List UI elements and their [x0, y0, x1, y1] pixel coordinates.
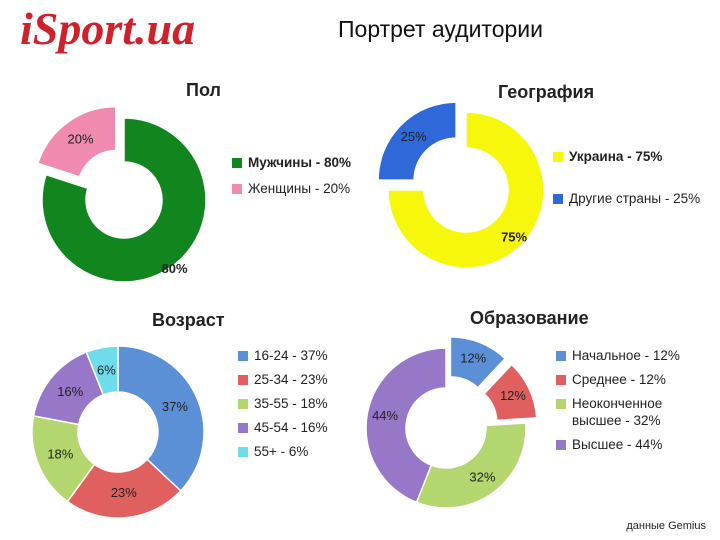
- slice-1-1: [377, 101, 457, 181]
- legend-label: Среднее - 12%: [572, 372, 666, 387]
- legend-swatch: [553, 194, 563, 204]
- chart-title-geography: География: [498, 82, 595, 102]
- slice-label-2-3: 16%: [57, 384, 83, 399]
- slice-2-1: [66, 458, 182, 519]
- legend-item: Другие страны - 25%: [553, 190, 718, 207]
- legend-item: Высшее - 44%: [556, 436, 711, 453]
- legend-label: 25-34 - 23%: [254, 372, 328, 387]
- legend-swatch: [553, 152, 563, 162]
- legend-item: Женщины - 20%: [232, 180, 372, 197]
- legend-swatch: [232, 184, 242, 194]
- legend-label: Высшее - 44%: [572, 437, 663, 452]
- slice-label-2-2: 18%: [47, 446, 73, 461]
- chart-title-age: Возраст: [152, 310, 225, 330]
- legend-swatch: [232, 158, 242, 168]
- legend-swatch: [238, 447, 248, 457]
- legend-item: 25-34 - 23%: [238, 371, 368, 388]
- legend-gender: Мужчины - 80% Женщины - 20%: [232, 154, 372, 206]
- legend-item: Украина - 75%: [553, 148, 718, 165]
- legend-item: Среднее - 12%: [556, 371, 711, 388]
- legend-item: 35-55 - 18%: [238, 395, 368, 412]
- donut-1: 75% 25%: [377, 101, 545, 269]
- donut-3: 12% 12% 32% 44%: [365, 336, 538, 509]
- slice-label-2-0: 37%: [162, 399, 188, 414]
- page-title: Портрет аудитории: [338, 16, 543, 42]
- legend-swatch: [556, 351, 566, 361]
- legend-label: 16-24 - 37%: [254, 348, 328, 363]
- legend-label: Другие страны - 25%: [569, 191, 701, 206]
- legend-education: Начальное - 12% Среднее - 12% Неоконченное…: [556, 347, 711, 460]
- legend-swatch: [556, 375, 566, 385]
- slice-0-1: [36, 105, 117, 178]
- legend-item: 55+ - 6%: [238, 443, 368, 460]
- slice-label-0-1: 20%: [67, 132, 93, 147]
- legend-swatch: [238, 351, 248, 361]
- legend-swatch: [238, 423, 248, 433]
- chart-title-gender: Пол: [186, 80, 221, 100]
- slice-label-2-4: 6%: [97, 363, 116, 378]
- legend-item: Неоконченное высшее - 32%: [556, 395, 711, 429]
- legend-label: Неоконченное высшее - 32%: [572, 396, 663, 428]
- slice-3-1: [483, 363, 538, 422]
- slice-label-3-2: 32%: [469, 470, 495, 485]
- slice-label-3-1: 12%: [500, 388, 526, 403]
- slice-3-2: [415, 422, 527, 509]
- slice-label-3-0: 12%: [460, 351, 486, 366]
- slice-label-2-1: 23%: [111, 485, 137, 500]
- legend-item: 45-54 - 16%: [238, 419, 368, 436]
- legend-item: 16-24 - 37%: [238, 347, 368, 364]
- legend-swatch: [238, 399, 248, 409]
- slice-label-3-3: 44%: [372, 408, 398, 423]
- legend-label: 55+ - 6%: [254, 444, 309, 459]
- source-note: данные Gemius: [626, 520, 706, 532]
- legend-item: Начальное - 12%: [556, 347, 711, 364]
- legend-label: Начальное - 12%: [572, 348, 680, 363]
- legend-item: Мужчины - 80%: [232, 154, 372, 171]
- legend-swatch: [556, 440, 566, 450]
- legend-swatch: [556, 399, 566, 409]
- slice-1-0: [387, 111, 545, 269]
- slice-0-0: [41, 117, 207, 283]
- slice-3-3: [365, 347, 447, 504]
- chart-title-education: Образование: [470, 308, 589, 328]
- legend-swatch: [238, 375, 248, 385]
- legend-label: Украина - 75%: [569, 149, 663, 164]
- legend-geography: Украина - 75% Другие страны - 25%: [553, 148, 718, 232]
- donut-2: 37% 23% 18% 16% 6%: [31, 345, 205, 519]
- legend-label: 35-55 - 18%: [254, 396, 328, 411]
- legend-label: Женщины - 20%: [248, 181, 351, 196]
- logo: iSport.ua: [20, 3, 196, 54]
- slice-label-0-0: 80%: [162, 261, 188, 276]
- legend-age: 16-24 - 37% 25-34 - 23% 35-55 - 18% 45-54 -…: [238, 347, 368, 467]
- legend-label: Мужчины - 80%: [248, 155, 351, 170]
- slice-3-0: [449, 336, 507, 389]
- slice-label-1-0: 75%: [501, 230, 527, 245]
- slice-2-0: [117, 345, 205, 492]
- legend-label: 45-54 - 16%: [254, 420, 328, 435]
- slice-label-1-1: 25%: [401, 129, 427, 144]
- slice-2-4: [85, 345, 119, 396]
- donut-0: 80% 20%: [36, 105, 207, 283]
